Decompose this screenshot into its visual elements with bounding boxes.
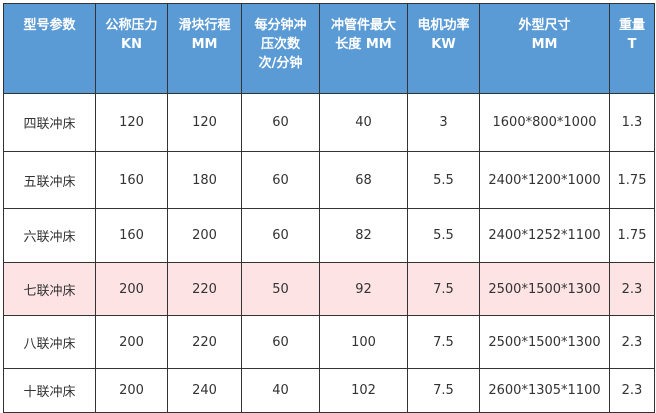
table-cell: 120 [167, 93, 242, 152]
column-header: 公称压力 KN [95, 3, 168, 94]
table-cell: 60 [241, 93, 320, 152]
table-cell: 四联冲床 [3, 93, 96, 152]
table-cell: 240 [167, 368, 242, 413]
header-line: 压次数 [260, 37, 300, 52]
table-cell: 5.5 [407, 151, 480, 209]
table-row: 十联冲床 200 240 40 102 7.5 2600*1305*1100 2.3 [3, 368, 655, 413]
header-line: T [627, 37, 637, 52]
column-header: 滑块行程 MM [167, 3, 242, 94]
table-cell: 60 [241, 151, 320, 209]
header-line: 滑块行程 [178, 18, 231, 33]
table-cell: 2400*1252*1100 [479, 208, 610, 263]
table-cell: 八联冲床 [3, 315, 96, 369]
table-cell: 2.3 [609, 262, 655, 316]
table-cell: 7.5 [407, 315, 480, 369]
column-header: 冲管件最大长度 MM [319, 3, 408, 94]
table-cell: 82 [319, 208, 408, 263]
table-cell: 102 [319, 368, 408, 413]
table-cell: 100 [319, 315, 408, 369]
table-cell: 1.75 [609, 208, 655, 263]
column-header: 每分钟冲压次数次/分钟 [241, 3, 320, 94]
table-cell: 3 [407, 93, 480, 152]
header-line: MM [531, 37, 558, 52]
header-row: 型号参数 公称压力 KN 滑块行程 MM 每分钟冲 压次数 次/分钟 冲管件最大 长度 MM 电机功… [3, 3, 655, 94]
table-cell: 2400*1200*1000 [479, 151, 610, 209]
table-cell: 十联冲床 [3, 368, 96, 413]
table-cell: 92 [319, 262, 408, 316]
column-header: 型号参数 [3, 3, 96, 94]
table-row: 五联冲床 160 180 60 68 5.5 2400*1200*1000 1.75 [3, 151, 655, 209]
table-cell: 六联冲床 [3, 208, 96, 263]
table-cell: 200 [95, 315, 168, 369]
column-header: 电机功率 KW [407, 3, 480, 94]
table-cell: 五联冲床 [3, 151, 96, 209]
header-line: 型号参数 [23, 18, 76, 33]
table-cell: 180 [167, 151, 242, 209]
table-cell: 160 [95, 208, 168, 263]
table-cell: 68 [319, 151, 408, 209]
header-line: 长度 MM [335, 37, 392, 52]
table-row: 四联冲床 120 120 60 40 3 1600*800*1000 1.3 [3, 93, 655, 152]
table-row: 六联冲床 160 200 60 82 5.5 2400*1252*1100 1.75 [3, 208, 655, 263]
table-cell: 2500*1500*1300 [479, 262, 610, 316]
header-line: KW [431, 37, 456, 52]
table-cell: 220 [167, 262, 242, 316]
table-cell: 2500*1500*1300 [479, 315, 610, 369]
header-line: 公称压力 [105, 18, 158, 33]
table-cell: 40 [319, 93, 408, 152]
table-cell: 1.75 [609, 151, 655, 209]
table-cell: 120 [95, 93, 168, 152]
header-line: MM [191, 37, 218, 52]
table-cell: 200 [95, 368, 168, 413]
table-cell: 200 [95, 262, 168, 316]
table-cell: 50 [241, 262, 320, 316]
header-line: 次/分钟 [258, 56, 303, 71]
column-header: 外型尺寸 MM [479, 3, 610, 94]
table-cell: 5.5 [407, 208, 480, 263]
table-cell: 1.3 [609, 93, 655, 152]
table-cell: 2.3 [609, 315, 655, 369]
header-line: 电机功率 [417, 18, 470, 33]
table-cell: 40 [241, 368, 320, 413]
table-cell: 2.3 [609, 368, 655, 413]
header-line: KN [121, 37, 142, 52]
table-cell: 60 [241, 315, 320, 369]
header-line: 每分钟冲 [254, 18, 307, 33]
specs-table: 型号参数 公称压力 KN 滑块行程 MM 每分钟冲 压次数 次/分钟 冲管件最大 长度 MM 电机功… [3, 3, 655, 413]
table-cell: 160 [95, 151, 168, 209]
header-line: 外型尺寸 [518, 18, 571, 33]
table-row: 八联冲床 200 220 60 100 7.5 2500*1500*1300 2.3 [3, 315, 655, 369]
table-cell: 七联冲床 [3, 262, 96, 316]
table-cell: 60 [241, 208, 320, 263]
column-header: 重量 T [609, 3, 655, 94]
header-line: 重量 [618, 18, 645, 33]
table-cell: 7.5 [407, 368, 480, 413]
table-cell: 200 [167, 208, 242, 263]
table-cell: 220 [167, 315, 242, 369]
table-cell: 2600*1305*1100 [479, 368, 610, 413]
table-row: 七联冲床 200 220 50 92 7.5 2500*1500*1300 2.3 [3, 262, 655, 316]
table-cell: 7.5 [407, 262, 480, 316]
header-line: 冲管件最大 [330, 18, 396, 33]
table-cell: 1600*800*1000 [479, 93, 610, 152]
